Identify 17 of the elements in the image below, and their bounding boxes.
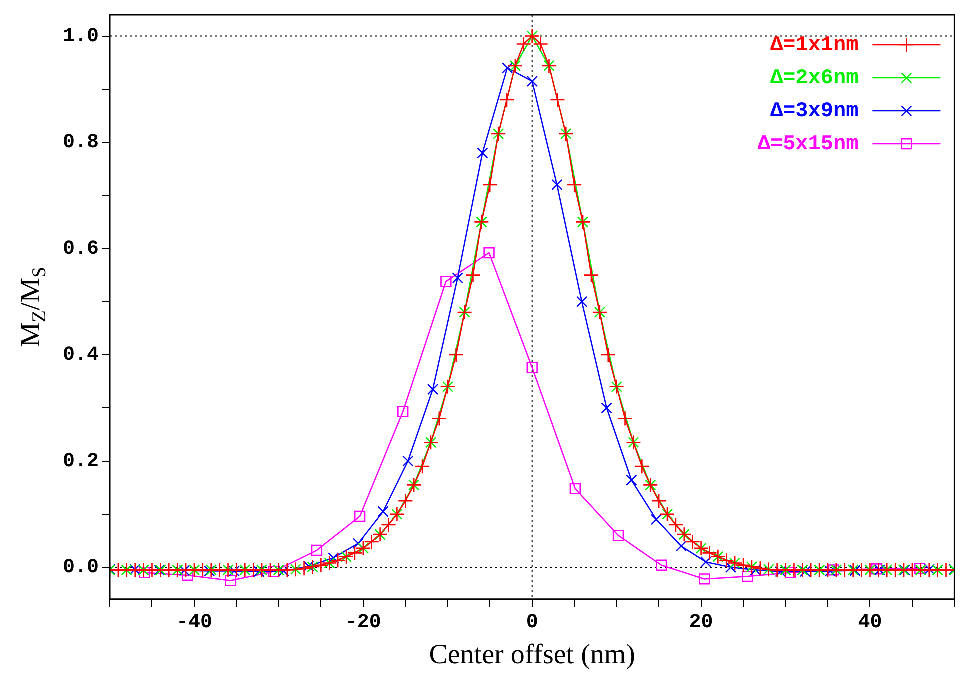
y-tick-label: 0.0 bbox=[62, 556, 100, 580]
x-tick-label: 40 bbox=[858, 611, 882, 634]
x-tick-label: 20 bbox=[689, 611, 714, 634]
x-axis-title: Center offset (nm) bbox=[429, 640, 636, 671]
x-tick-label: -40 bbox=[176, 611, 212, 634]
y-tick-label: 0.8 bbox=[62, 132, 100, 155]
legend-label: Δ=1x1nm bbox=[770, 34, 859, 58]
y-axis-title: MZ/MS bbox=[15, 266, 51, 348]
y-tick-label: 0.6 bbox=[62, 238, 100, 261]
y-tick-label: 0.2 bbox=[62, 450, 100, 474]
y-tick-label: 1.0 bbox=[62, 25, 100, 48]
legend-label: Δ=2x6nm bbox=[770, 67, 859, 90]
legend-label: Δ=5x15nm bbox=[758, 133, 859, 156]
y-tick-label: 0.4 bbox=[62, 344, 100, 368]
legend-label: Δ=3x9nm bbox=[770, 100, 859, 124]
x-tick-label: -20 bbox=[345, 611, 382, 634]
x-tick-label: 0 bbox=[526, 611, 538, 634]
